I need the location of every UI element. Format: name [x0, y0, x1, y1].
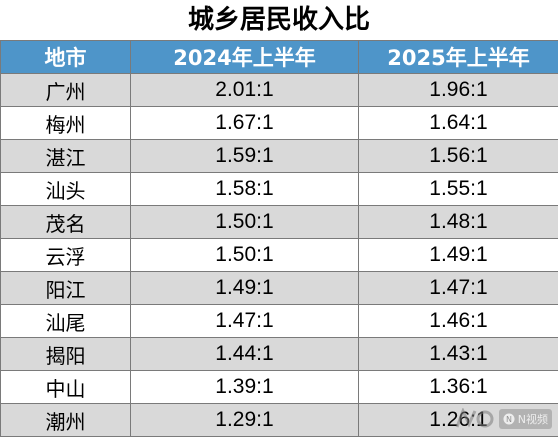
- ratio-2024h1-cell: 1.50:1: [130, 238, 359, 272]
- ratio-2024h1-cell: 1.58:1: [130, 172, 359, 206]
- ratio-2024h1-cell: 1.59:1: [130, 139, 359, 173]
- ratio-2025h1-cell: 1.43:1: [358, 337, 558, 371]
- ratio-2025h1-cell: 1.47:1: [358, 271, 558, 305]
- n-video-badge: N N视频: [498, 409, 552, 429]
- income-ratio-table: 地市 2024年上半年 2025年上半年 广州 2.01:1 1.96:1 梅州 1.6…: [0, 40, 558, 437]
- ratio-2024h1-cell: 1.44:1: [130, 337, 359, 371]
- ratio-2024h1-cell: 2.01:1: [130, 73, 359, 107]
- city-cell: 广州: [0, 73, 131, 107]
- table-body: 广州 2.01:1 1.96:1 梅州 1.67:1 1.64:1 湛江 1.59:1 1.56…: [0, 73, 558, 437]
- ratio-2025h1-cell: 1.48:1: [358, 205, 558, 239]
- ratio-2025h1-cell: 1.96:1: [358, 73, 558, 107]
- table-row: 茂名 1.50:1 1.48:1: [0, 205, 558, 239]
- city-cell: 中山: [0, 370, 131, 404]
- city-cell: 茂名: [0, 205, 131, 239]
- city-cell: 潮州: [0, 403, 131, 437]
- ratio-2025h1-cell: 1.46:1: [358, 304, 558, 338]
- table-row: 阳江 1.49:1 1.47:1: [0, 271, 558, 305]
- ratio-2025h1-cell: 1.36:1: [358, 370, 558, 404]
- ratio-2024h1-cell: 1.47:1: [130, 304, 359, 338]
- ratio-2024h1-cell: 1.29:1: [130, 403, 359, 437]
- city-cell: 湛江: [0, 139, 131, 173]
- table-row: 广州 2.01:1 1.96:1: [0, 73, 558, 107]
- n-video-icon: N: [503, 413, 515, 425]
- city-cell: 梅州: [0, 106, 131, 140]
- column-header-2024h1: 2024年上半年: [130, 40, 359, 74]
- nc-logo-icon: [455, 408, 494, 428]
- ratio-2025h1-cell: 1.49:1: [358, 238, 558, 272]
- table-row: 揭阳 1.44:1 1.43:1: [0, 337, 558, 371]
- ratio-2025h1-cell: 1.55:1: [358, 172, 558, 206]
- watermark: N N视频: [455, 405, 552, 433]
- table-row: 云浮 1.50:1 1.49:1: [0, 238, 558, 272]
- header-row: 地市 2024年上半年 2025年上半年: [0, 40, 558, 74]
- city-cell: 云浮: [0, 238, 131, 272]
- ratio-2025h1-cell: 1.56:1: [358, 139, 558, 173]
- watermark-text: N视频: [517, 413, 548, 426]
- table-row: 汕尾 1.47:1 1.46:1: [0, 304, 558, 338]
- table-row: 湛江 1.59:1 1.56:1: [0, 139, 558, 173]
- ratio-2024h1-cell: 1.39:1: [130, 370, 359, 404]
- table-row: 汕头 1.58:1 1.55:1: [0, 172, 558, 206]
- city-cell: 汕尾: [0, 304, 131, 338]
- column-header-city: 地市: [0, 40, 131, 74]
- city-cell: 阳江: [0, 271, 131, 305]
- city-cell: 汕头: [0, 172, 131, 206]
- ratio-2024h1-cell: 1.67:1: [130, 106, 359, 140]
- chart-title: 城乡居民收入比: [187, 5, 370, 35]
- ratio-2024h1-cell: 1.49:1: [130, 271, 359, 305]
- table-row: 梅州 1.67:1 1.64:1: [0, 106, 558, 140]
- city-cell: 揭阳: [0, 337, 131, 371]
- table-row: 中山 1.39:1 1.36:1: [0, 370, 558, 404]
- column-header-2025h1: 2025年上半年: [358, 40, 558, 74]
- ratio-2025h1-cell: 1.64:1: [358, 106, 558, 140]
- svg-text:N: N: [506, 415, 512, 424]
- ratio-2024h1-cell: 1.50:1: [130, 205, 359, 239]
